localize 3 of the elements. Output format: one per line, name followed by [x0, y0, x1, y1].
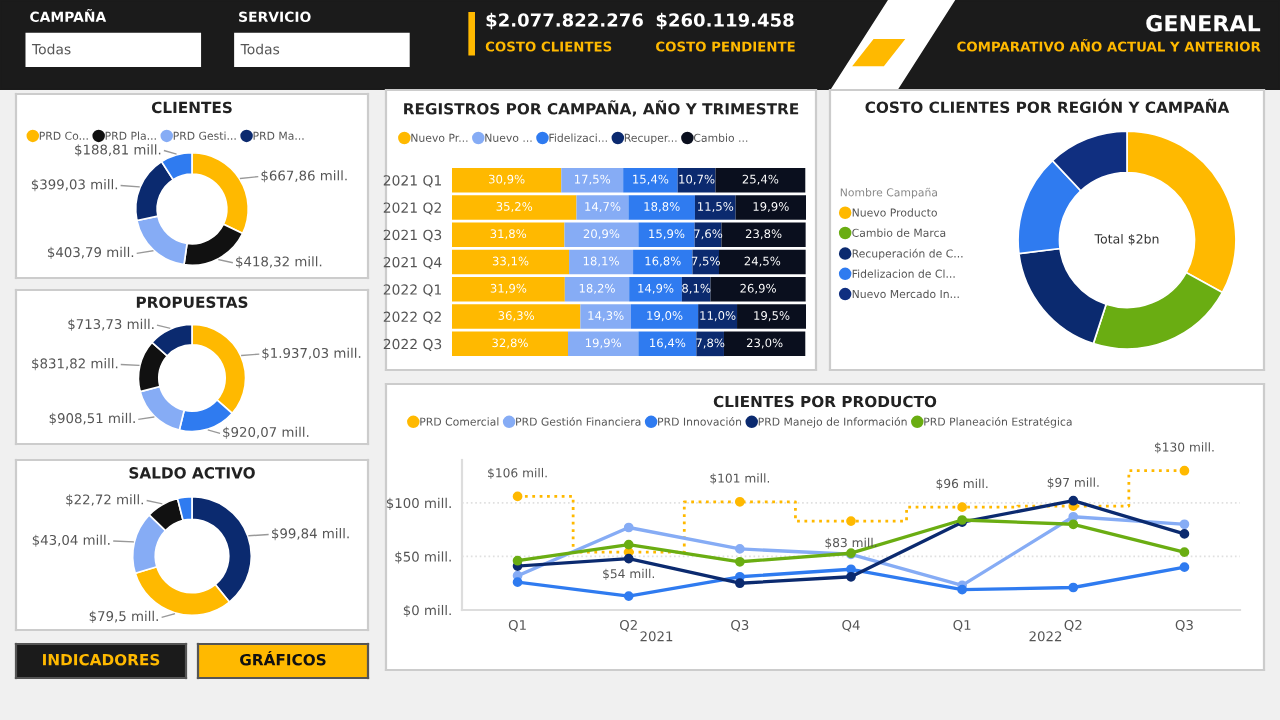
- text: $260.119.458: [656, 12, 794, 30]
- text: GENERAL: [1146, 14, 1261, 32]
- text: $2.077.822.276: [486, 12, 643, 30]
